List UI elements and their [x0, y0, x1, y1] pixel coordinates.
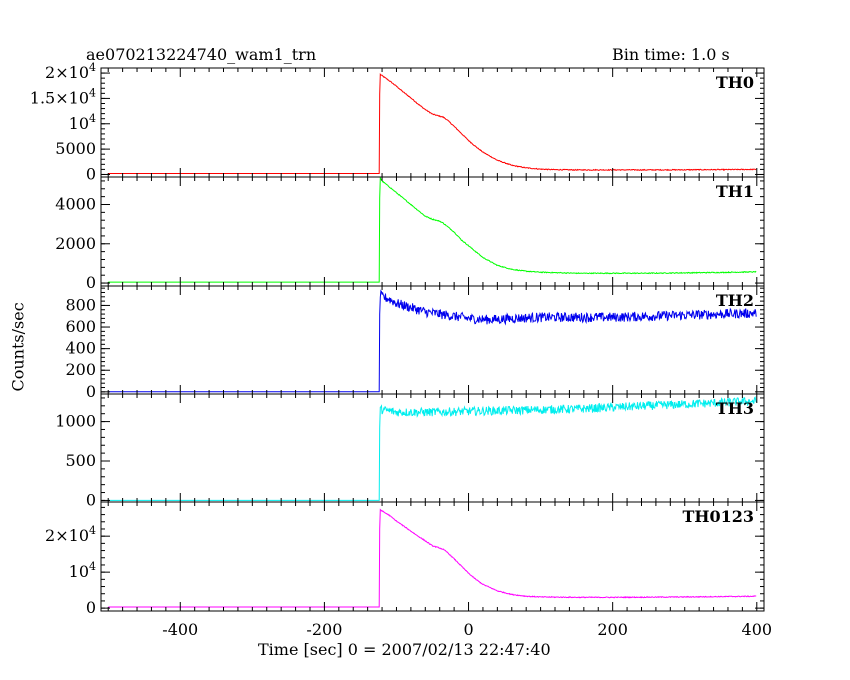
panel-label-th1: TH1	[716, 182, 754, 201]
x-tick-label: 400	[742, 620, 773, 639]
y-tick-label: 0	[86, 490, 96, 509]
y-tick-label: 0	[86, 164, 96, 183]
y-tick-label: 800	[65, 295, 96, 314]
panel-th2: 0 200 400 600 800 TH2	[65, 285, 765, 401]
x-tick-label: 200	[597, 620, 628, 639]
y-tick-label: 2×104	[45, 61, 96, 82]
y-tick-label: 1.5×104	[30, 86, 96, 107]
y-tick-label: 0	[86, 382, 96, 401]
y-tick-label: 5000	[55, 139, 96, 158]
panel-label-th0123: TH0123	[682, 507, 754, 526]
y-tick-label: 0	[86, 273, 96, 292]
panel-frame	[100, 501, 765, 612]
chart-title: ae070213224740_wam1_trn	[86, 45, 317, 64]
x-tick-label: 0	[463, 620, 473, 639]
panel-label-th2: TH2	[716, 291, 754, 310]
panel-frame	[100, 285, 765, 395]
y-tick-label: 2000	[55, 234, 96, 253]
series-line-th3	[108, 396, 757, 501]
series-line-th2	[108, 289, 757, 393]
bin-time-label: Bin time: 1.0 s	[612, 45, 730, 64]
panel-th0123: 0 104 2×104 TH0123	[45, 501, 765, 617]
y-tick-label: 104	[69, 560, 96, 581]
y-axis-label: Counts/sec	[8, 302, 28, 392]
y-tick-label: 104	[69, 112, 96, 133]
x-tick-label: -400	[162, 620, 198, 639]
series-line-th1	[108, 177, 757, 283]
x-tick-label: -200	[306, 620, 342, 639]
series-line-th0123	[108, 508, 757, 608]
y-tick-label: 2×104	[45, 524, 96, 545]
panel-frame	[100, 67, 765, 178]
panel-frame	[100, 176, 765, 287]
panel-label-th3: TH3	[716, 399, 754, 418]
panel-label-th0: TH0	[716, 73, 754, 92]
series-line-th0	[108, 72, 757, 174]
y-tick-label: 1000	[55, 412, 96, 431]
y-tick-label: 600	[65, 317, 96, 336]
panel-th1: 0 2000 4000 TH1	[55, 176, 765, 292]
y-tick-label: 0	[86, 598, 96, 617]
y-tick-label: 400	[65, 339, 96, 358]
y-tick-label: 200	[65, 360, 96, 379]
x-axis-label: Time [sec] 0 = 2007/02/13 22:47:40	[258, 640, 551, 659]
y-tick-label: 500	[65, 451, 96, 470]
panel-th0: 0 5000 104 1.5×104 2×104 TH0	[30, 61, 765, 183]
y-tick-label: 4000	[55, 194, 96, 213]
panel-th3: 0 500 1000 TH3	[55, 393, 765, 509]
